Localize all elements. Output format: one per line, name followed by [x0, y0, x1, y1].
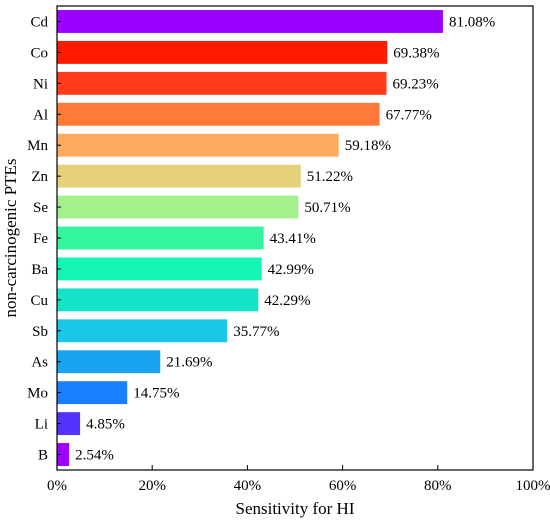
data-label-sb: 35.77% [233, 324, 279, 340]
y-axis-ticks [57, 20, 61, 456]
data-label-cd: 81.08% [449, 14, 495, 30]
bar-se [57, 195, 299, 219]
bar-fe [57, 226, 264, 250]
x-tick-label: 20% [138, 478, 166, 494]
data-label-li: 4.85% [86, 417, 125, 433]
category-label-cd: Cd [30, 14, 48, 30]
bar-zn [57, 164, 301, 188]
x-tick-label: 40% [234, 478, 262, 494]
x-tick-label: 60% [329, 478, 357, 494]
category-label-b: B [38, 448, 48, 464]
bar-co [57, 40, 388, 64]
data-label-ni: 69.23% [393, 76, 439, 92]
data-label-se: 50.71% [304, 200, 350, 216]
bar-ba [57, 257, 262, 281]
data-label-co: 69.38% [393, 45, 439, 61]
data-label-fe: 43.41% [270, 231, 316, 247]
data-label-ba: 42.99% [268, 262, 314, 278]
bar-b [57, 443, 70, 466]
category-label-ba: Ba [31, 262, 48, 278]
data-label-zn: 51.22% [307, 169, 353, 185]
category-labels: Cd Co Ni Al Mn Zn Se Fe Ba Cu Sb As Mo Li B [27, 14, 48, 463]
category-label-fe: Fe [33, 231, 48, 247]
category-label-sb: Sb [32, 324, 48, 340]
bars-group [57, 10, 443, 466]
data-label-al: 67.77% [386, 107, 432, 123]
category-label-as: As [31, 355, 48, 371]
data-label-mn: 59.18% [345, 138, 391, 154]
category-label-li: Li [35, 417, 48, 433]
category-label-mo: Mo [27, 386, 48, 402]
category-label-se: Se [33, 200, 48, 216]
data-label-cu: 42.29% [264, 293, 310, 309]
bar-li [57, 412, 81, 436]
x-axis-title: Sensitivity for HI [236, 499, 355, 518]
data-label-mo: 14.75% [133, 386, 179, 402]
category-label-mn: Mn [27, 138, 48, 154]
x-tick-label: 100% [516, 478, 550, 494]
bar-mo [57, 381, 128, 405]
category-label-zn: Zn [31, 169, 48, 185]
category-label-ni: Ni [33, 76, 48, 92]
x-tick-label: 0% [47, 478, 67, 494]
bar-as [57, 350, 161, 374]
category-label-cu: Cu [30, 293, 48, 309]
data-label-b: 2.54% [75, 448, 114, 464]
bar-ni [57, 71, 387, 95]
y-axis-title: non-carcinogenic PTEs [1, 158, 20, 317]
data-labels: 81.08% 69.38% 69.23% 67.77% 59.18% 51.22% 50.7… [75, 14, 495, 463]
category-label-al: Al [33, 107, 48, 123]
bar-cu [57, 288, 259, 312]
bar-al [57, 102, 380, 126]
plot-frame [56, 5, 534, 471]
category-label-co: Co [30, 45, 48, 61]
x-tick-label: 80% [424, 478, 452, 494]
bar-sb [57, 319, 228, 343]
bar-mn [57, 133, 339, 157]
data-label-as: 21.69% [166, 355, 212, 371]
x-axis-ticks: 0% 20% 40% 60% 80% 100% [47, 465, 550, 494]
bar-cd [57, 10, 443, 33]
